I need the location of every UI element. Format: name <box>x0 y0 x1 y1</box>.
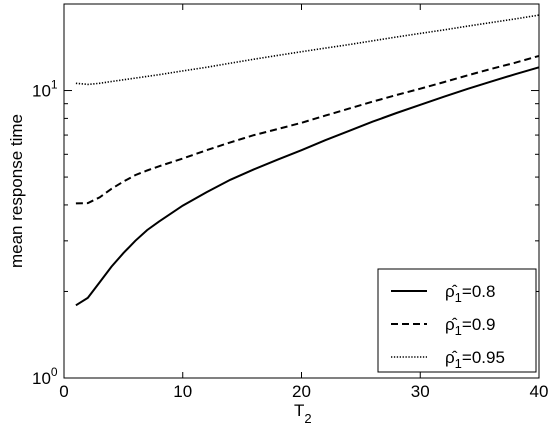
x-tick-label: 40 <box>530 382 549 401</box>
series-line-1 <box>75 66 540 307</box>
x-tick-label: 20 <box>292 382 311 401</box>
series-line-2 <box>75 54 540 205</box>
y-axis-label: mean response time <box>7 114 26 268</box>
x-axis-label-subscript: 2 <box>304 411 311 426</box>
tick-labels: 0 10 20 30 40 100 101 <box>32 78 548 401</box>
legend: ρ̂1=0.8 ρ̂1=0.9 ρ̂1=0.95 <box>377 268 537 373</box>
y-tick-label: 101 <box>32 78 58 101</box>
legend-box <box>377 268 537 373</box>
axis-ticks <box>63 3 540 379</box>
legend-label-3: ρ̂1=0.95 <box>445 348 505 371</box>
x-tick-label: 10 <box>173 382 192 401</box>
series-line-3 <box>75 14 540 86</box>
series-lines <box>75 14 540 307</box>
legend-label-2: ρ̂1=0.9 <box>445 315 495 338</box>
x-tick-label: 30 <box>411 382 430 401</box>
x-tick-label: 0 <box>59 382 68 401</box>
x-axis-label: T2 <box>294 401 312 426</box>
y-tick-label: 100 <box>32 365 58 388</box>
legend-label-1: ρ̂1=0.8 <box>445 282 495 305</box>
x-axis-label-main: T <box>294 401 304 420</box>
